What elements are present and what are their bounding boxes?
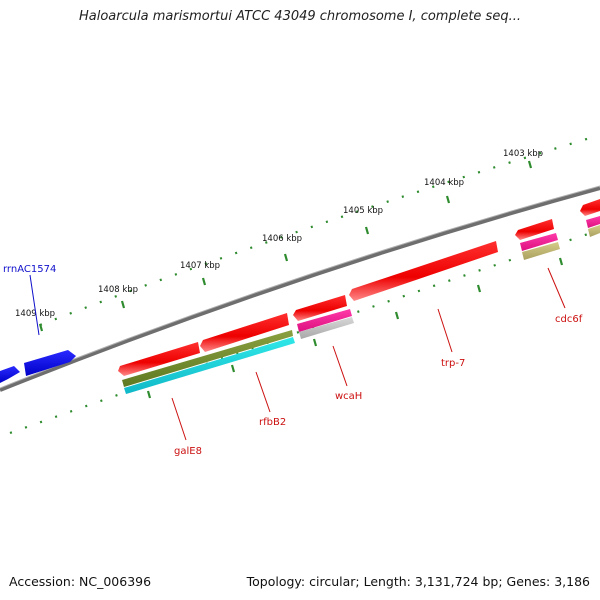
leader-rfbB2	[255, 371, 271, 413]
track-olive-galE8	[122, 330, 293, 387]
gene-labels: rrnAC1574 galE8 rfbB2 wcaH trp-7 cdc6f	[3, 264, 583, 457]
annotation-tracks	[122, 216, 600, 394]
gene-arrow-galE8[interactable]	[118, 342, 200, 376]
track-khaki-edge	[588, 225, 600, 237]
track-magenta-cdc6f	[520, 233, 558, 251]
leader-wcaH	[332, 345, 348, 387]
genome-backbone	[0, 186, 600, 392]
label-leader-lines	[29, 267, 566, 441]
gene-label-trp-7: trp-7	[441, 358, 465, 369]
gene-label-galE8: galE8	[174, 446, 202, 457]
track-magenta-edge	[586, 216, 600, 228]
gene-arrow-forward-1[interactable]	[0, 366, 20, 383]
tick-label-1409: 1409 kbp	[15, 309, 55, 319]
gene-arrow-wcaH[interactable]	[293, 295, 347, 321]
inner-major-ticks	[146, 257, 564, 399]
gene-label-rrnAC1574: rrnAC1574	[3, 264, 56, 275]
tick-label-1405: 1405 kbp	[343, 206, 383, 216]
gene-arrow-edge[interactable]	[580, 199, 600, 216]
leader-trp-7	[437, 308, 453, 353]
track-khaki-cdc6f	[522, 242, 560, 260]
leader-rrnAC1574	[29, 274, 40, 336]
topology-summary: Topology: circular; Length: 3,131,724 bp…	[246, 574, 590, 589]
outer-tick-ring	[39, 133, 600, 327]
gene-arrow-trp-7[interactable]	[349, 241, 498, 301]
accession-text: Accession: NC_006396	[9, 574, 152, 589]
gene-arrow-rfbB2[interactable]	[200, 313, 289, 352]
tick-label-1406: 1406 kbp	[262, 234, 302, 244]
gene-label-wcaH: wcaH	[335, 391, 362, 402]
outer-major-ticks	[38, 160, 533, 332]
gene-arrow-cdc6f[interactable]	[515, 219, 554, 240]
tick-label-1404: 1404 kbp	[424, 178, 464, 188]
tick-label-1408: 1408 kbp	[98, 285, 138, 295]
leader-galE8	[171, 397, 187, 441]
track-gray-wcaH	[299, 317, 354, 339]
track-magenta-wcaH	[297, 309, 352, 332]
gene-arrow-forward-2[interactable]	[24, 350, 76, 376]
track-cyan-galE8	[124, 337, 295, 394]
map-title: Haloarcula marismortui ATCC 43049 chromo…	[79, 9, 521, 24]
leader-cdc6f	[547, 267, 566, 309]
gene-label-rfbB2: rfbB2	[259, 417, 286, 428]
gene-label-cdc6f: cdc6f	[555, 314, 583, 325]
tick-label-1403: 1403 kbp	[503, 149, 543, 159]
reverse-genes	[118, 199, 600, 376]
tick-label-1407: 1407 kbp	[180, 261, 220, 271]
forward-genes	[0, 350, 76, 383]
tick-labels: 1403 kbp 1404 kbp 1405 kbp 1406 kbp 1407…	[15, 149, 543, 319]
